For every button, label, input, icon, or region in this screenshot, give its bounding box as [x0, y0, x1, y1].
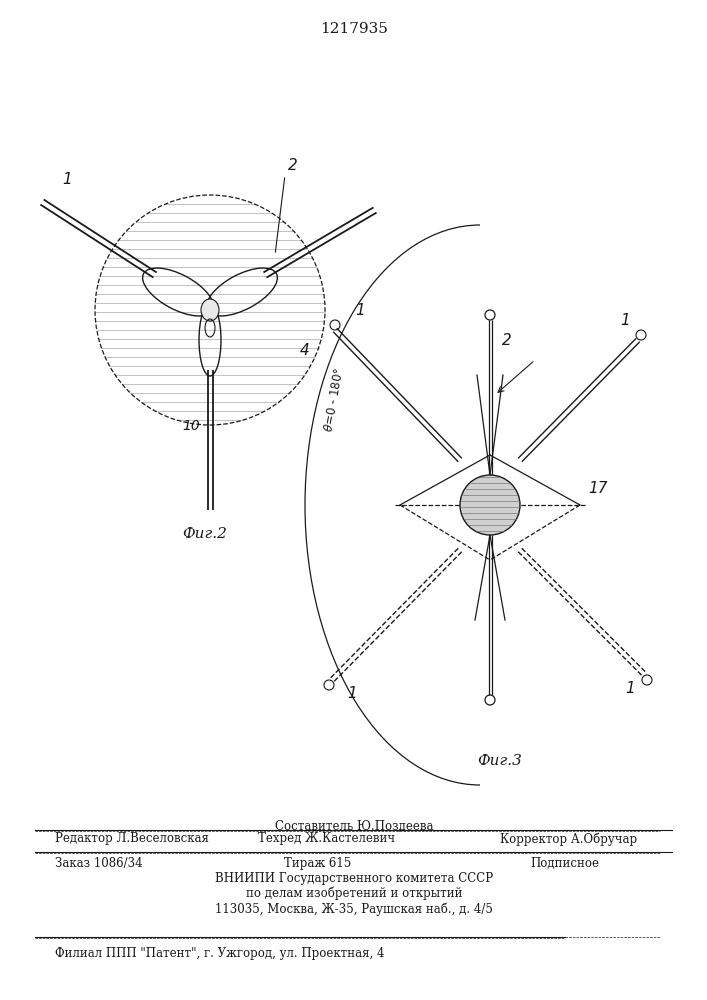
Text: 113035, Москва, Ж-35, Раушская наб., д. 4/5: 113035, Москва, Ж-35, Раушская наб., д. … — [215, 902, 493, 916]
Text: 17: 17 — [588, 481, 607, 496]
Text: 2: 2 — [502, 333, 512, 348]
Text: 2: 2 — [288, 158, 298, 173]
Text: Редактор Л.Веселовская: Редактор Л.Веселовская — [55, 832, 209, 845]
Text: Составитель Ю.Поздеева: Составитель Ю.Поздеева — [275, 820, 433, 833]
Text: 1: 1 — [620, 313, 630, 328]
Text: $\theta$=0 - 180°: $\theta$=0 - 180° — [322, 366, 346, 433]
Text: ВНИИПИ Государственного комитета СССР: ВНИИПИ Государственного комитета СССР — [215, 872, 493, 885]
Text: по делам изобретений и открытий: по делам изобретений и открытий — [246, 887, 462, 900]
Text: Тираж 615: Тираж 615 — [284, 857, 351, 870]
Text: Подписное: Подписное — [530, 857, 599, 870]
Text: 4: 4 — [300, 343, 310, 358]
Text: Техред Ж.Кастелевич: Техред Ж.Кастелевич — [258, 832, 395, 845]
Text: 1: 1 — [355, 303, 365, 318]
Text: Фиг.3: Фиг.3 — [477, 754, 522, 768]
Text: 10: 10 — [182, 419, 200, 433]
Text: Филиал ППП "Патент", г. Ужгород, ул. Проектная, 4: Филиал ППП "Патент", г. Ужгород, ул. Про… — [55, 947, 385, 960]
Text: 1217935: 1217935 — [320, 22, 388, 36]
Text: 1: 1 — [347, 686, 357, 701]
Text: 1: 1 — [625, 681, 635, 696]
Circle shape — [460, 475, 520, 535]
Text: Фиг.2: Фиг.2 — [182, 527, 228, 541]
Ellipse shape — [201, 299, 219, 321]
Text: Заказ 1086/34: Заказ 1086/34 — [55, 857, 143, 870]
Text: 1: 1 — [62, 172, 72, 187]
Text: Корректор А.Обручар: Корректор А.Обручар — [500, 832, 637, 846]
